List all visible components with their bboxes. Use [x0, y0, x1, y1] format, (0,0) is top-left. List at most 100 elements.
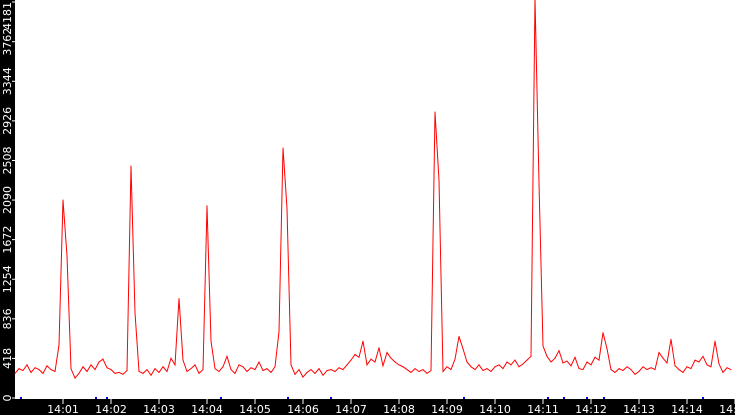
data-point: [58, 344, 60, 346]
x-tick-label: 14:15: [719, 403, 735, 415]
data-point: [666, 362, 668, 364]
event-marker: [106, 397, 108, 399]
x-tick-label: 14:09: [431, 403, 463, 415]
data-point: [142, 372, 144, 374]
data-point: [154, 368, 156, 370]
data-point: [246, 370, 248, 372]
data-point: [98, 361, 100, 363]
data-point: [186, 370, 188, 372]
data-point: [658, 352, 660, 354]
event-marker: [20, 397, 22, 399]
data-point: [638, 370, 640, 372]
data-point: [126, 370, 128, 372]
data-point: [194, 364, 196, 366]
data-point: [78, 372, 80, 374]
x-tick-label: 14:01: [47, 403, 79, 415]
data-point: [358, 356, 360, 358]
data-point: [706, 364, 708, 366]
data-point: [546, 355, 548, 357]
data-point: [234, 372, 236, 374]
data-point: [174, 364, 176, 366]
y-tick-label: 0: [1, 395, 14, 402]
y-tick-label: 2926: [1, 107, 14, 135]
data-point: [462, 348, 464, 350]
data-point: [250, 367, 252, 369]
data-point: [566, 360, 568, 362]
x-tick-label: 14:03: [143, 403, 175, 415]
data-point: [582, 369, 584, 371]
data-point: [54, 370, 56, 372]
data-point: [282, 147, 284, 149]
data-point: [606, 348, 608, 350]
data-point: [598, 359, 600, 361]
x-tick-label: 14:08: [383, 403, 415, 415]
data-point: [150, 374, 152, 376]
data-point: [62, 199, 64, 201]
data-point: [30, 371, 32, 373]
data-point: [382, 365, 384, 367]
data-point: [326, 370, 328, 372]
data-point: [518, 366, 520, 368]
data-point: [630, 369, 632, 371]
data-point: [182, 359, 184, 361]
data-point: [610, 369, 612, 371]
data-point: [270, 371, 272, 373]
data-point: [662, 357, 664, 359]
data-point: [434, 111, 436, 113]
data-point: [286, 208, 288, 210]
y-tick-label: 1254: [1, 265, 14, 293]
x-tick-label: 14:10: [479, 403, 511, 415]
data-point: [362, 340, 364, 342]
event-marker: [563, 397, 565, 399]
data-point: [526, 359, 528, 361]
data-point: [694, 359, 696, 361]
data-point: [118, 371, 120, 373]
data-point: [458, 335, 460, 337]
data-point: [486, 368, 488, 370]
data-point: [650, 367, 652, 369]
data-point: [218, 370, 220, 372]
data-point: [138, 370, 140, 372]
data-point: [206, 205, 208, 207]
data-point: [646, 369, 648, 371]
data-point: [634, 373, 636, 375]
data-point: [342, 369, 344, 371]
data-point: [602, 332, 604, 334]
data-point: [366, 364, 368, 366]
data-point: [310, 369, 312, 371]
x-axis: 14:01 14:02 14:03 14:04 14:05 14:06 14:07 14:08…: [47, 399, 735, 415]
data-point: [702, 355, 704, 357]
data-point: [74, 377, 76, 379]
data-point: [538, 182, 540, 184]
event-marker: [603, 397, 605, 399]
y-tick-label: 3762: [1, 28, 14, 56]
data-point: [314, 372, 316, 374]
x-tick-label: 14:11: [527, 403, 559, 415]
data-point: [258, 361, 260, 363]
x-tick-label: 14:14: [671, 403, 703, 415]
data-point: [594, 356, 596, 358]
data-point: [698, 361, 700, 363]
data-point: [274, 366, 276, 368]
data-point: [18, 368, 20, 370]
data-point: [730, 369, 732, 371]
data-point: [390, 357, 392, 359]
data-point: [402, 366, 404, 368]
data-point: [38, 369, 40, 371]
data-point: [226, 355, 228, 357]
data-point: [350, 359, 352, 361]
data-point: [510, 364, 512, 366]
data-point: [578, 368, 580, 370]
data-point: [626, 366, 628, 368]
data-point: [498, 364, 500, 366]
x-tick-label: 14:12: [575, 403, 607, 415]
data-point: [354, 353, 356, 355]
data-point: [230, 369, 232, 371]
data-point: [254, 369, 256, 371]
x-tick-label: 14:02: [95, 403, 127, 415]
data-point: [530, 355, 532, 357]
data-point: [94, 369, 96, 371]
